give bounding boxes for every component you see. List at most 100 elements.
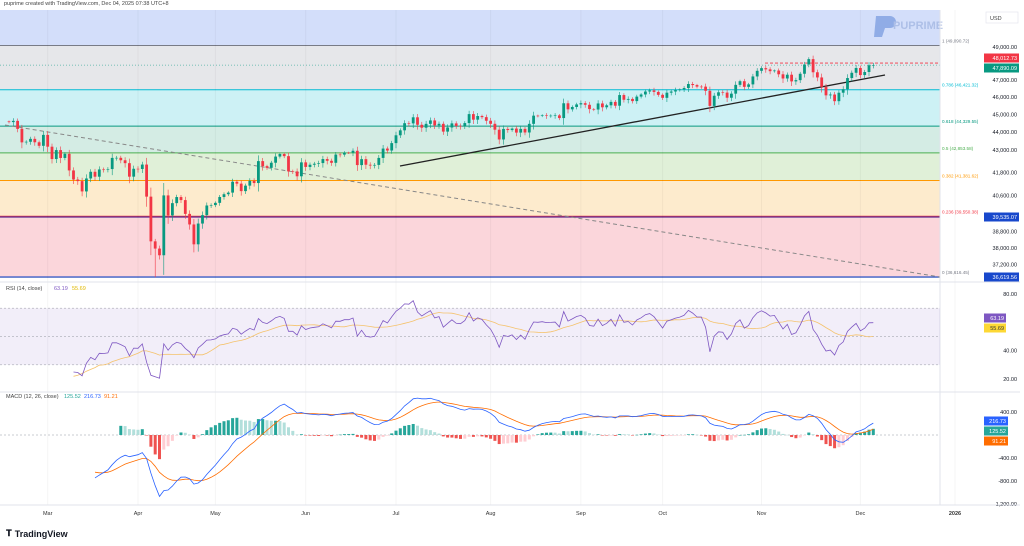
candle (712, 95, 716, 106)
macd-histogram-bar (596, 434, 600, 435)
macd-histogram-bar (708, 435, 712, 441)
macd-histogram-bar (768, 428, 772, 435)
candle (85, 178, 88, 192)
macd-histogram-bar (428, 430, 432, 435)
candle (343, 152, 346, 155)
macd-histogram-bar (631, 435, 634, 436)
candle (717, 92, 720, 96)
macd-histogram-bar (312, 435, 316, 436)
candle (274, 156, 277, 163)
time-tick: Sep (576, 511, 586, 517)
macd-histogram-bar (721, 435, 725, 440)
price-tick: 43,000.00 (993, 148, 1017, 154)
candle (472, 114, 475, 120)
candle (106, 169, 110, 170)
candle (648, 90, 652, 92)
macd-histogram-bar (222, 421, 226, 435)
macd-histogram-bar (553, 432, 557, 435)
price-tick: 41,800.00 (993, 171, 1017, 177)
price-label: 48,012.73 (993, 56, 1017, 62)
time-tick: Apr (134, 511, 143, 517)
macd-histogram-bar (282, 422, 286, 435)
macd-histogram-bar (678, 435, 682, 436)
price-tick: 44,000.00 (993, 130, 1017, 136)
tradingview-logo-icon: 𝐓 (6, 528, 12, 538)
candle (175, 197, 179, 204)
candle (609, 101, 613, 106)
macd-histogram-bar (858, 432, 862, 435)
candle (708, 90, 712, 106)
macd-histogram-bar (140, 429, 144, 435)
candle (579, 103, 583, 105)
macd-histogram-bar (729, 435, 733, 440)
candle (351, 150, 355, 153)
candle (502, 128, 505, 140)
time-tick: May (210, 511, 221, 517)
candle (50, 146, 54, 160)
candle (738, 81, 742, 85)
fib-level-label: 0 (36,616.45) (942, 270, 970, 275)
macd-histogram-bar (394, 430, 398, 435)
candle (162, 195, 166, 256)
candle (570, 106, 574, 110)
macd-histogram-bar (519, 435, 523, 442)
macd-histogram-bar (162, 435, 166, 450)
macd-histogram-bar (192, 435, 196, 439)
fib-band (0, 180, 940, 217)
candle (282, 154, 286, 157)
candle (67, 153, 71, 171)
rsi-value: 63.19 (54, 286, 68, 292)
candle (601, 103, 604, 108)
candle (755, 70, 759, 77)
candle (820, 77, 824, 87)
macd-histogram-bar (510, 435, 514, 443)
macd-histogram-bar (351, 433, 355, 435)
macd-histogram-bar (747, 434, 751, 435)
macd-histogram-bar (299, 434, 303, 435)
price-label: 36,619.56 (993, 275, 1017, 281)
candle (265, 166, 269, 168)
macd-tick: 400.00 (1000, 410, 1017, 416)
candle (239, 183, 243, 192)
macd-histogram-bar (175, 435, 179, 436)
macd-histogram-bar (265, 420, 269, 435)
candle (54, 150, 58, 160)
macd-histogram-bar (390, 433, 394, 435)
candle (566, 103, 570, 110)
candle (140, 164, 144, 169)
macd-histogram-bar (497, 435, 501, 445)
candle (687, 83, 690, 89)
macd-label-bg (984, 436, 1008, 446)
candle (20, 128, 24, 143)
candle (403, 123, 406, 131)
candle (128, 163, 131, 177)
rsi-tick: 80.00 (1003, 292, 1017, 298)
macd-histogram-bar (261, 419, 265, 435)
currency-box[interactable] (985, 11, 1019, 24)
time-tick: Jun (301, 511, 310, 517)
macd-label-bg (984, 416, 1008, 426)
candle (867, 65, 871, 72)
tradingview-logo[interactable]: 𝐓 TradingView (6, 528, 68, 539)
macd-histogram-bar (798, 435, 802, 438)
candle (527, 123, 531, 133)
macd-histogram-bar (209, 427, 213, 435)
candle (510, 128, 514, 131)
rsi-panel: 80.00 40.00 20.00 63.19 55.69 (0, 281, 1020, 383)
time-tick: Jul (392, 511, 399, 517)
candle (398, 130, 402, 136)
grid-lines (47, 10, 956, 505)
candle (295, 171, 299, 177)
macd-histogram-bar (648, 433, 652, 435)
candle (325, 159, 329, 161)
macd-histogram-bar (717, 435, 720, 441)
candle (441, 123, 445, 132)
macd-histogram-bar (463, 435, 467, 439)
candle (777, 70, 781, 75)
macd-histogram-bar (287, 427, 290, 435)
candle (252, 180, 256, 184)
price-tick: 46,000.00 (993, 95, 1017, 101)
macd-histogram-bar (179, 432, 183, 435)
candle (519, 128, 523, 133)
